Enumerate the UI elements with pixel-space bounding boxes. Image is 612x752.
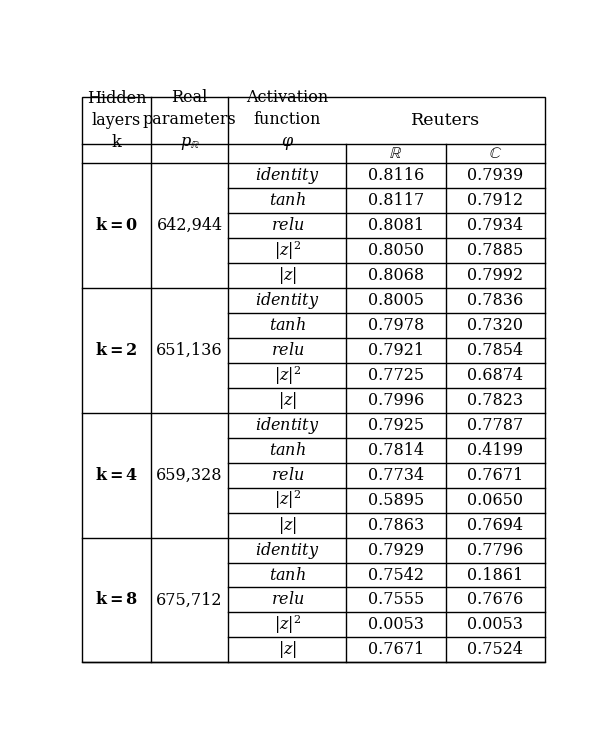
Text: $|z|$: $|z|$: [278, 265, 297, 286]
Text: 0.7734: 0.7734: [368, 467, 424, 484]
Text: 0.5895: 0.5895: [368, 492, 424, 508]
Text: 0.7934: 0.7934: [468, 217, 523, 234]
Text: 0.7978: 0.7978: [368, 317, 424, 334]
Text: $\mathit{relu}$: $\mathit{relu}$: [271, 467, 304, 484]
Text: 0.8050: 0.8050: [368, 242, 424, 259]
Text: 0.7787: 0.7787: [468, 417, 523, 434]
Text: 0.6874: 0.6874: [468, 367, 523, 384]
Text: 651,136: 651,136: [156, 342, 223, 359]
Text: 0.7671: 0.7671: [468, 467, 523, 484]
Text: $|z|^2$: $|z|^2$: [274, 614, 301, 636]
Text: 659,328: 659,328: [156, 467, 223, 484]
Text: 0.7992: 0.7992: [468, 267, 523, 284]
Text: Reuters: Reuters: [411, 112, 480, 129]
Text: 0.7885: 0.7885: [468, 242, 523, 259]
Text: 0.7939: 0.7939: [468, 167, 523, 184]
Text: $\mathit{relu}$: $\mathit{relu}$: [271, 592, 304, 608]
Text: $|z|$: $|z|$: [278, 514, 297, 535]
Text: 0.7823: 0.7823: [468, 392, 523, 409]
Text: 0.7996: 0.7996: [368, 392, 424, 409]
Text: $\mathit{tanh}$: $\mathit{tanh}$: [269, 441, 306, 459]
Text: 0.7814: 0.7814: [368, 441, 424, 459]
Text: 0.7542: 0.7542: [368, 566, 424, 584]
Text: $\mathit{identity}$: $\mathit{identity}$: [255, 539, 319, 560]
Text: $\mathbf{k = 2}$: $\mathbf{k = 2}$: [95, 342, 138, 359]
Text: $\mathbb{C}$: $\mathbb{C}$: [489, 145, 502, 162]
Text: 0.8068: 0.8068: [368, 267, 424, 284]
Text: $|z|$: $|z|$: [278, 390, 297, 411]
Text: $\mathit{tanh}$: $\mathit{tanh}$: [269, 193, 306, 209]
Text: $\mathit{tanh}$: $\mathit{tanh}$: [269, 566, 306, 584]
Text: $|z|^2$: $|z|^2$: [274, 489, 301, 511]
Text: 0.7524: 0.7524: [468, 641, 523, 658]
Text: 0.8081: 0.8081: [368, 217, 424, 234]
Text: $\mathbf{k = 8}$: $\mathbf{k = 8}$: [95, 592, 138, 608]
Text: 642,944: 642,944: [157, 217, 223, 234]
Text: $\mathit{identity}$: $\mathit{identity}$: [255, 165, 319, 186]
Text: Real
parameters
$p_\mathbb{R}$: Real parameters $p_\mathbb{R}$: [143, 89, 236, 153]
Text: 0.7929: 0.7929: [368, 541, 424, 559]
Text: $\mathbf{k = 4}$: $\mathbf{k = 4}$: [95, 467, 138, 484]
Text: 0.7796: 0.7796: [468, 541, 523, 559]
Text: $|z|^2$: $|z|^2$: [274, 364, 301, 387]
Text: $\mathit{identity}$: $\mathit{identity}$: [255, 415, 319, 436]
Text: Activation
function
$\varphi$: Activation function $\varphi$: [246, 89, 329, 153]
Text: 0.1861: 0.1861: [468, 566, 523, 584]
Text: 0.8116: 0.8116: [368, 167, 424, 184]
Text: 0.7836: 0.7836: [468, 292, 523, 309]
Text: 0.8005: 0.8005: [368, 292, 424, 309]
Text: 0.0053: 0.0053: [468, 617, 523, 633]
Text: 0.0053: 0.0053: [368, 617, 424, 633]
Text: 675,712: 675,712: [156, 592, 223, 608]
Text: 0.7921: 0.7921: [368, 342, 424, 359]
Text: $\mathit{identity}$: $\mathit{identity}$: [255, 290, 319, 311]
Text: $\mathbf{k = 0}$: $\mathbf{k = 0}$: [95, 217, 138, 234]
Text: 0.7912: 0.7912: [468, 193, 523, 209]
Text: Hidden
layers
k: Hidden layers k: [87, 90, 146, 151]
Text: 0.7676: 0.7676: [468, 592, 523, 608]
Text: $|z|$: $|z|$: [278, 639, 297, 660]
Text: 0.7671: 0.7671: [368, 641, 424, 658]
Text: 0.7925: 0.7925: [368, 417, 424, 434]
Text: 0.7555: 0.7555: [368, 592, 424, 608]
Text: 0.7863: 0.7863: [368, 517, 424, 534]
Text: 0.7694: 0.7694: [468, 517, 523, 534]
Text: $\mathit{tanh}$: $\mathit{tanh}$: [269, 317, 306, 334]
Text: $\mathit{relu}$: $\mathit{relu}$: [271, 342, 304, 359]
Text: 0.7725: 0.7725: [368, 367, 424, 384]
Text: $\mathbb{R}$: $\mathbb{R}$: [389, 145, 403, 162]
Text: 0.0650: 0.0650: [468, 492, 523, 508]
Text: 0.7320: 0.7320: [468, 317, 523, 334]
Text: 0.7854: 0.7854: [468, 342, 523, 359]
Text: $|z|^2$: $|z|^2$: [274, 239, 301, 262]
Text: $\mathit{relu}$: $\mathit{relu}$: [271, 217, 304, 234]
Text: 0.8117: 0.8117: [368, 193, 424, 209]
Text: 0.4199: 0.4199: [468, 441, 523, 459]
